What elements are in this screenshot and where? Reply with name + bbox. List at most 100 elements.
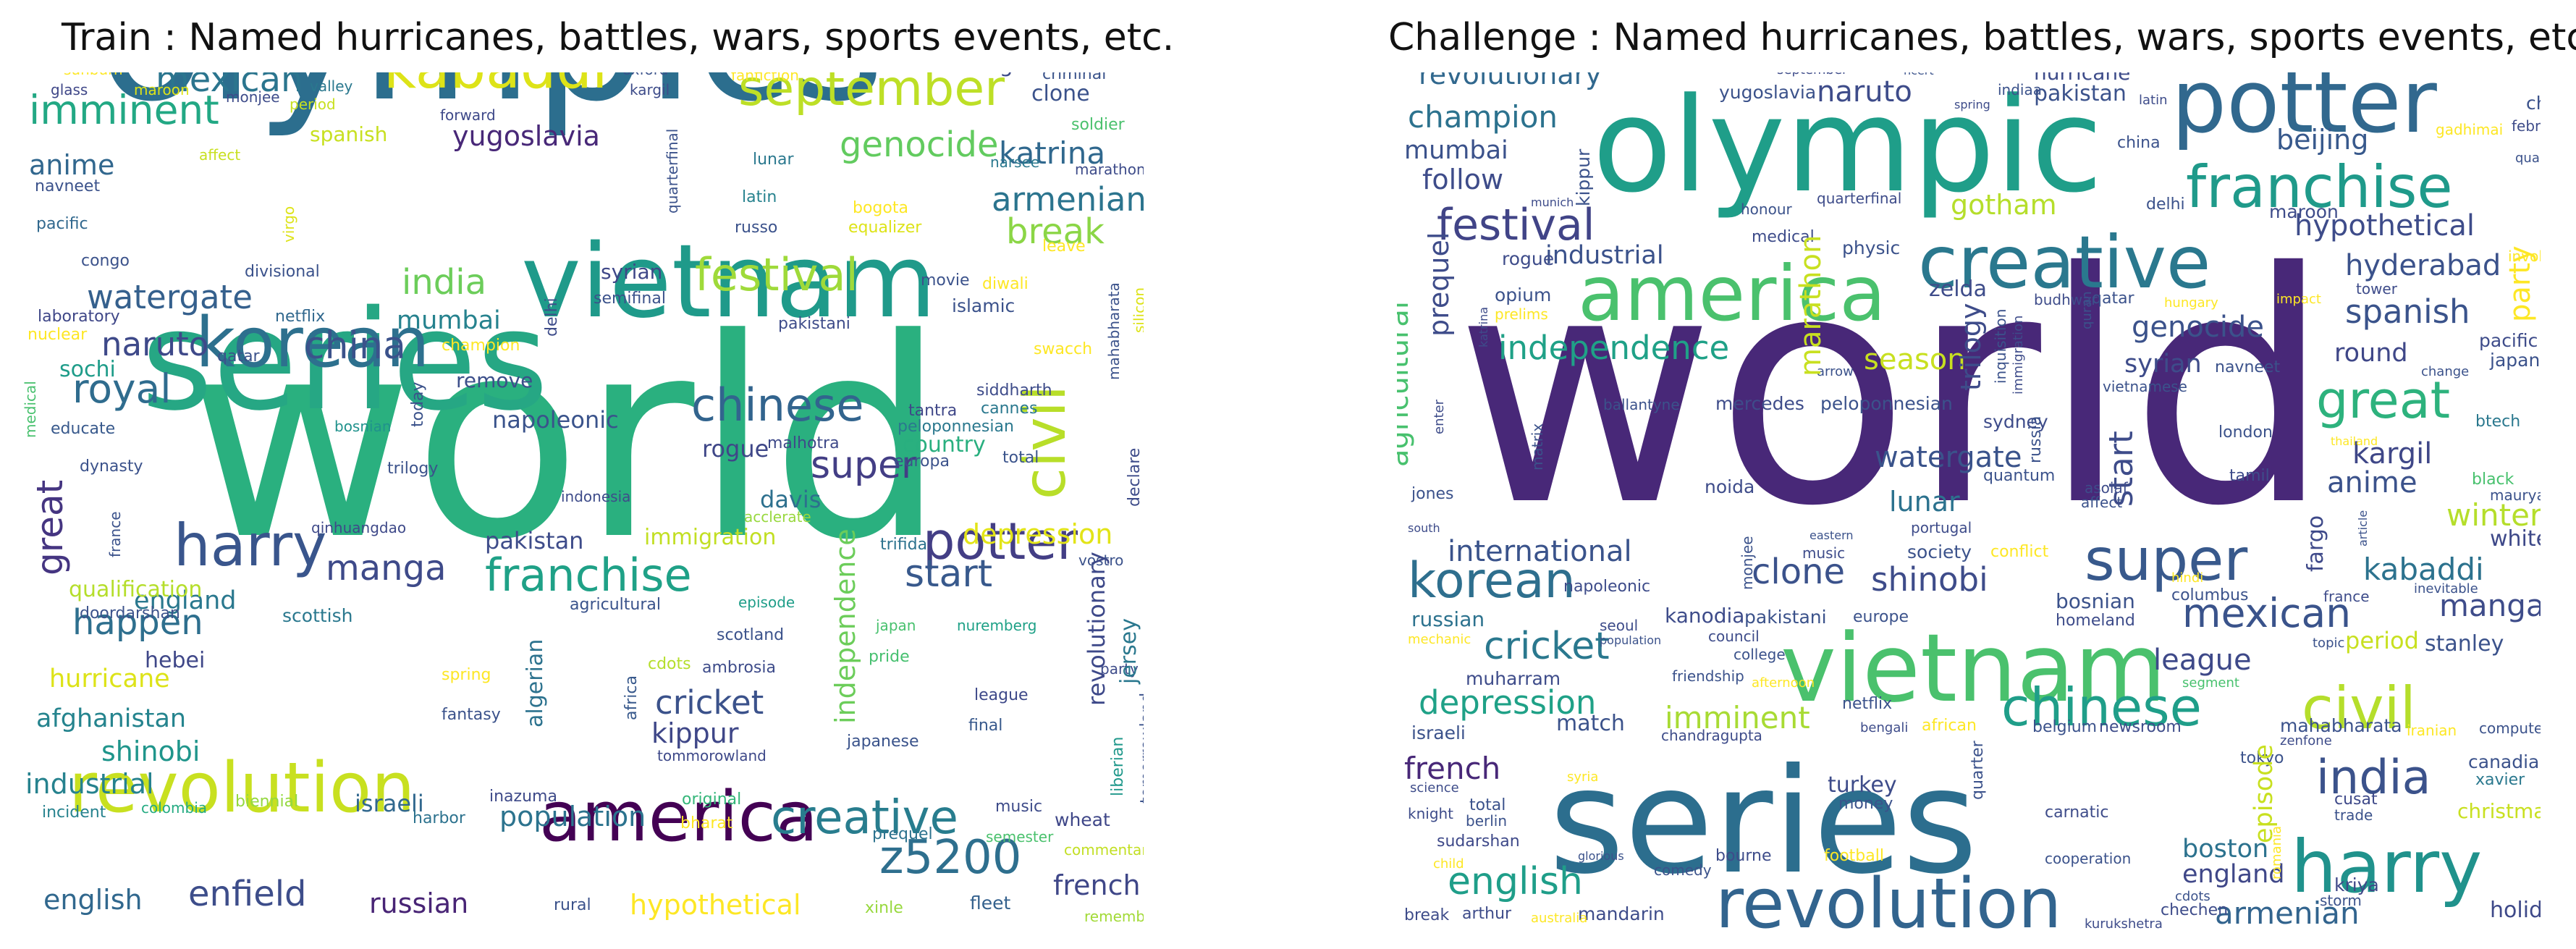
cloud-word: monjee — [226, 88, 280, 106]
cloud-word: winter — [840, 72, 908, 76]
cloud-word: cdots — [648, 654, 691, 673]
cloud-word: hypothetical — [630, 888, 801, 921]
cloud-word: qinhuangdao — [311, 518, 407, 536]
cloud-word: total — [1469, 796, 1506, 814]
cloud-word: islamic — [952, 295, 1015, 316]
cloud-word: incident — [42, 803, 106, 822]
cloud-word: israeli — [1411, 722, 1466, 743]
cloud-word: council — [1708, 627, 1760, 645]
cloud-word: leave — [1042, 237, 1086, 256]
cloud-word: pakistan — [2034, 81, 2127, 107]
cloud-word: involve — [2508, 247, 2541, 265]
cloud-word: carnatic — [2045, 803, 2109, 822]
cloud-word: russia — [2026, 416, 2045, 463]
cloud-word: kurukshetra — [2085, 916, 2163, 932]
cloud-word: scottish — [282, 604, 353, 626]
cloud-word: arthur — [1462, 904, 1512, 923]
cloud-word: bogota — [853, 198, 908, 217]
cloud-word: immigration — [2011, 315, 2027, 395]
cloud-word: hindi — [2171, 570, 2204, 586]
cloud-word: pakistan — [485, 526, 584, 554]
cloud-word: computer — [2479, 719, 2541, 737]
cloud-word: follow — [1422, 163, 1504, 195]
cloud-word: delhi — [2146, 195, 2185, 214]
cloud-word: kippur — [651, 717, 739, 749]
cloud-word: segment — [2182, 675, 2239, 691]
cloud-word: super — [2085, 526, 2248, 594]
cloud-word: super — [811, 444, 917, 488]
cloud-word: revolutionary — [1419, 72, 1602, 90]
cloud-word: japan — [2490, 349, 2541, 371]
cloud-word: medical — [21, 381, 39, 438]
cloud-word: tomorrowland — [1137, 692, 1144, 804]
cloud-word: oxford — [622, 72, 668, 77]
cloud-word: party — [1100, 659, 1139, 678]
cloud-word: japanese — [847, 732, 919, 751]
cloud-word: conflict — [1990, 542, 2049, 561]
cloud-word: choni — [2526, 92, 2541, 114]
cloud-word: rural — [554, 895, 591, 914]
cloud-word: pacific — [2479, 329, 2538, 351]
cloud-word: spring — [1954, 97, 1990, 111]
cloud-word: america — [1578, 249, 1886, 338]
cloud-word: break — [1006, 211, 1105, 252]
cloud-word: today — [408, 381, 427, 427]
cloud-word: series — [141, 281, 549, 442]
cloud-word: clone — [1031, 81, 1090, 107]
cloud-word: portugal — [1911, 518, 1972, 536]
cloud-word: impact — [2276, 292, 2321, 308]
cloud-word: affect — [199, 145, 241, 164]
cloud-word: siddharth — [976, 381, 1052, 400]
cloud-word: qualification — [69, 577, 203, 603]
cloud-word: round — [2334, 339, 2408, 368]
cloud-word: colombia — [141, 798, 208, 817]
cloud-word: turkey — [1828, 772, 1897, 798]
cloud-word: vietnamese — [2103, 377, 2187, 395]
cloud-word: bourne — [1715, 846, 1772, 865]
cloud-word: maroon — [2269, 201, 2339, 222]
cloud-word: league — [2153, 644, 2252, 678]
cloud-word: europa — [894, 452, 950, 471]
cloud-word: champion — [1408, 98, 1558, 135]
cloud-word: industrial — [25, 767, 154, 800]
cloud-word: mercedes — [1715, 392, 1804, 414]
cloud-word: music — [1802, 544, 1846, 562]
cloud-word: tantra — [908, 401, 958, 420]
cloud-word: napoleonic — [1563, 577, 1651, 596]
cloud-word: wheat — [1055, 809, 1110, 830]
cloud-word: semifinal — [594, 289, 666, 308]
cloud-word: rogue — [702, 434, 769, 463]
cloud-word: semester — [986, 827, 1054, 845]
cloud-word: columbus — [2171, 586, 2249, 604]
cloud-word: armenian — [2215, 895, 2360, 931]
cloud-word: commentary — [1064, 840, 1144, 859]
cloud-word: winter — [2446, 497, 2541, 533]
cloud-word: trifida — [880, 535, 928, 554]
cloud-word: virgo — [279, 206, 297, 242]
cloud-word: forward — [440, 106, 496, 124]
cloud-word: valley — [310, 77, 353, 95]
cloud-word: south — [1408, 520, 1440, 535]
cloud-word: shinobi — [101, 735, 200, 767]
cloud-word: algerian — [523, 638, 549, 727]
cloud-word: ballantyne — [1603, 395, 1680, 413]
cloud-word: cannes — [981, 399, 1038, 418]
cloud-word: navneet — [2215, 358, 2281, 376]
left-panel-title: Train : Named hurricanes, battles, wars,… — [62, 16, 1175, 59]
cloud-word: swacch — [1034, 339, 1093, 358]
cloud-word: population — [1600, 633, 1662, 647]
cloud-word: hypothetical — [2294, 209, 2475, 243]
cloud-word: vostro — [1078, 551, 1124, 569]
cloud-word: criminal — [1042, 72, 1107, 83]
cloud-word: franchise — [2186, 153, 2453, 222]
cloud-word: agricultural — [1397, 300, 1416, 467]
cloud-word: cdots — [2175, 889, 2210, 905]
cloud-word: festival — [1437, 199, 1595, 250]
cloud-word: mumbai — [1404, 136, 1508, 166]
cloud-word: england — [134, 586, 237, 616]
cloud-word: jersey — [1116, 618, 1142, 684]
cloud-word: vietnam — [1781, 613, 2166, 724]
cloud-word: homeland — [2056, 611, 2135, 630]
